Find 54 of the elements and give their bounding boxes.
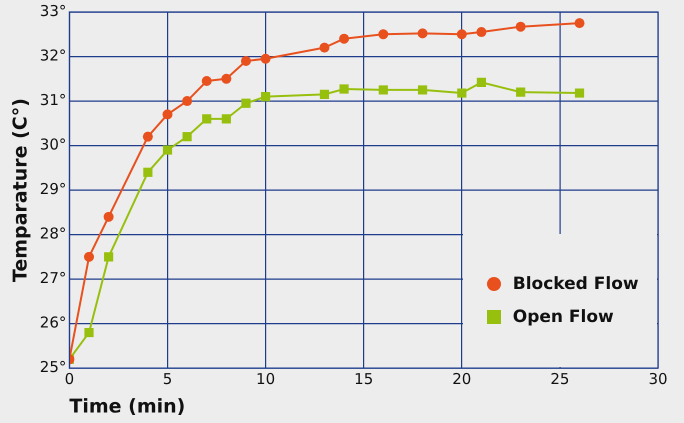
y-tick-label: 25° <box>40 358 66 376</box>
y-tick-label: 27° <box>40 269 66 288</box>
point <box>574 18 585 28</box>
x-tick-label: 5 <box>162 370 172 388</box>
x-tick-label: 15 <box>354 370 374 388</box>
point <box>457 88 466 98</box>
point <box>319 42 330 53</box>
x-axis-title: Time (min) <box>69 396 186 418</box>
point <box>143 168 152 177</box>
x-tick-label: 30 <box>648 370 668 388</box>
point <box>240 56 251 66</box>
point <box>378 85 388 95</box>
point <box>516 88 526 97</box>
point <box>84 252 94 262</box>
point <box>516 22 526 32</box>
point <box>104 212 114 222</box>
point <box>222 114 231 124</box>
point <box>221 74 232 84</box>
legend-label: Blocked Flow <box>512 274 639 294</box>
point <box>418 85 428 95</box>
y-tick-label: 31° <box>40 90 66 109</box>
point <box>339 84 349 94</box>
point <box>104 252 114 262</box>
point <box>84 328 94 338</box>
point <box>162 145 172 155</box>
x-tick-label: 0 <box>64 370 74 388</box>
point <box>320 90 330 99</box>
point <box>241 98 251 108</box>
x-tick-label: 25 <box>550 370 570 388</box>
point <box>339 34 350 44</box>
x-tick-label: 10 <box>256 370 276 388</box>
point <box>202 76 212 86</box>
point <box>260 92 270 102</box>
x-tick-label: 20 <box>452 370 472 388</box>
y-tick-label: 32° <box>40 46 66 64</box>
point <box>476 78 486 87</box>
y-tick-label: 29° <box>40 180 66 198</box>
point <box>162 109 172 120</box>
point <box>456 29 467 40</box>
legend-label: Open Flow <box>512 307 614 328</box>
point <box>260 54 271 64</box>
y-tick-label: 30° <box>40 135 66 154</box>
point <box>574 88 584 98</box>
y-tick-label: 28° <box>40 224 66 243</box>
point <box>378 29 388 40</box>
y-axis-title: Temparature (C°) <box>9 98 32 282</box>
point <box>182 132 192 142</box>
point <box>202 114 212 124</box>
y-tick-label: 33° <box>40 2 66 20</box>
point <box>142 132 153 142</box>
point <box>476 27 486 38</box>
point <box>182 96 192 106</box>
point <box>418 28 428 38</box>
y-tick-label: 26° <box>40 314 66 332</box>
